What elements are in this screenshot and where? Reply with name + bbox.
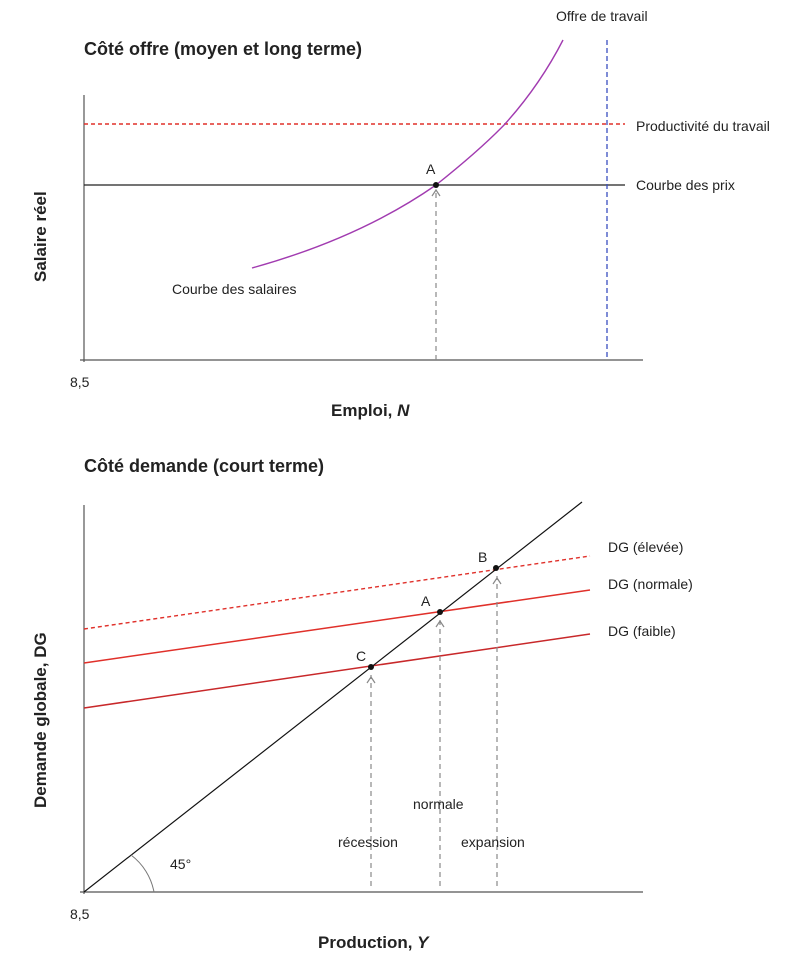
demand-y-label: Demande globale, DG: [31, 632, 50, 808]
arrowhead-icon: [431, 188, 441, 197]
recession-label: récession: [338, 834, 398, 850]
arrowhead-icon: [435, 619, 445, 628]
demand-origin-label: 8,5: [70, 906, 90, 922]
supply-title: Côté offre (moyen et long terme): [84, 39, 362, 59]
price-curve-label: Courbe des prix: [636, 177, 735, 193]
arrowhead-icon: [492, 576, 502, 585]
point-a-label: A: [421, 593, 431, 609]
productivity-label: Productivité du travail: [636, 118, 770, 134]
dg-low-label: DG (faible): [608, 623, 676, 639]
normal-label: normale: [413, 796, 464, 812]
point-b-label: B: [478, 549, 487, 565]
supply-x-label: Emploi, N: [331, 401, 410, 420]
dg-high-line: [83, 555, 591, 630]
demand-point-b: [493, 565, 499, 571]
point-c-label: C: [356, 648, 366, 664]
supply-point-a-label: A: [426, 161, 436, 177]
angle-arc: [130, 854, 155, 893]
dg-normal-line: [83, 589, 591, 664]
demand-point-a: [437, 609, 443, 615]
demand-x-label: Production, Y: [318, 933, 430, 952]
expansion-label: expansion: [461, 834, 525, 850]
supply-point-a: [433, 182, 439, 188]
supply-origin-label: 8,5: [70, 374, 90, 390]
dg-normal-label: DG (normale): [608, 576, 693, 592]
dg-low-line: [83, 633, 591, 709]
wage-curve-label: Courbe des salaires: [172, 281, 297, 297]
demand-point-c: [368, 664, 374, 670]
angle-label: 45°: [170, 856, 191, 872]
supply-y-label: Salaire réel: [31, 191, 50, 282]
labor-supply-label: Offre de travail: [556, 8, 648, 24]
dg-high-label: DG (élevée): [608, 539, 683, 555]
demand-title: Côté demande (court terme): [84, 456, 324, 476]
arrowhead-icon: [366, 675, 376, 684]
wage-curve: [251, 39, 564, 269]
45-degree-line: [83, 501, 583, 893]
